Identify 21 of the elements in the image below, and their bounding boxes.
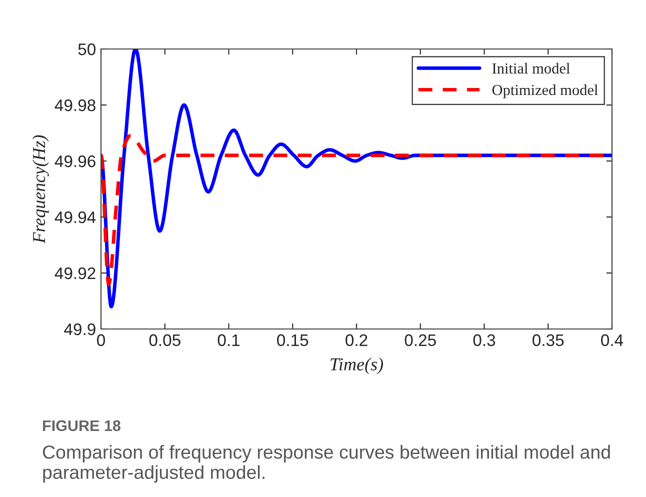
x-tick-label: 0.25	[404, 334, 436, 346]
caption: FIGURE 18	[43, 420, 120, 432]
x-axis-title: Time(s)	[330, 358, 384, 374]
y-tick-label: 49.9	[64, 323, 96, 336]
y-tick-label: 50	[78, 43, 96, 56]
x-tick-label: 0.35	[532, 334, 564, 346]
x-tick-label: 0.4	[601, 334, 624, 346]
y-axis-title: Frequency(Hz)	[32, 135, 49, 244]
y-tick-label: 49.94	[54, 211, 96, 224]
legend-label: Initial model	[492, 62, 570, 74]
legend-label: Optimized model	[492, 84, 598, 98]
x-tick-label: 0.1	[218, 334, 240, 346]
x-tick-label: 0.3	[473, 334, 496, 346]
x-tick-label: 0.2	[346, 334, 368, 346]
y-tick-label: 49.96	[54, 155, 96, 168]
x-tick-label: 0.15	[277, 334, 308, 346]
y-tick-label: 49.98	[54, 99, 96, 112]
text: Comparison of frequency response curves between initial model and parameter-adjusted model.	[42, 445, 610, 483]
y-tick-label: 49.92	[54, 267, 96, 280]
x-tick-label: 0	[97, 334, 105, 346]
x-tick-label: 0.05	[149, 334, 180, 346]
